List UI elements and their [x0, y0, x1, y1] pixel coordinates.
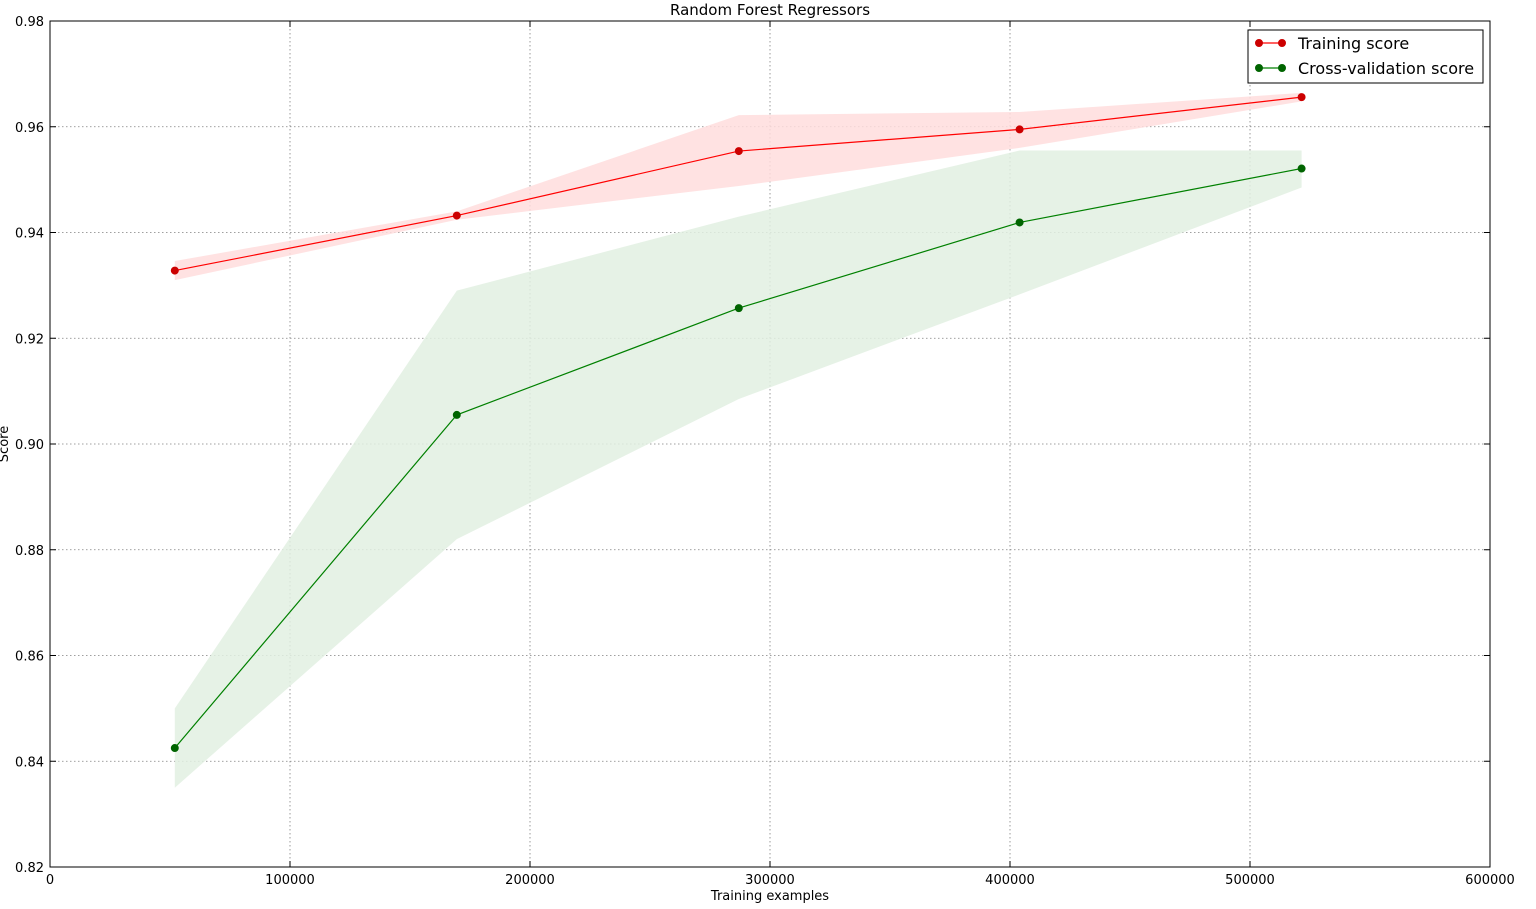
data-point-series-1: [1297, 164, 1306, 173]
series-markers: [170, 93, 1306, 753]
y-tick-label: 0.90: [15, 438, 44, 453]
legend: Training score Cross-validation score: [1247, 29, 1484, 84]
y-tick-label: 0.86: [15, 650, 44, 665]
legend-marker-training-left: [1255, 39, 1263, 47]
confidence-band-series-1: [174, 150, 1302, 788]
x-tick-label: 600000: [1465, 873, 1515, 888]
data-point-series-0: [734, 147, 743, 156]
data-point-series-0: [170, 266, 179, 275]
x-axis-title: Training examples: [710, 889, 829, 904]
data-point-series-1: [170, 744, 179, 753]
y-tick-label: 0.84: [15, 755, 44, 770]
data-point-series-0: [1297, 93, 1306, 102]
data-point-series-0: [1015, 125, 1024, 134]
chart-title: Random Forest Regressors: [670, 1, 870, 19]
legend-marker-cv-right: [1278, 64, 1286, 72]
y-axis-title: Score: [0, 426, 12, 462]
legend-marker-cv-left: [1255, 64, 1263, 72]
axis-ticks: 0 100000 200000 300000 400000 500000 600000 0.8…: [15, 15, 1515, 888]
x-tick-label: 500000: [1225, 873, 1275, 888]
confidence-band-series-0: [174, 92, 1302, 281]
y-tick-label: 0.96: [15, 121, 44, 136]
x-tick-label: 0: [46, 873, 54, 888]
legend-label-cv: Cross-validation score: [1298, 59, 1474, 78]
confidence-bands: [174, 92, 1302, 788]
x-tick-label: 300000: [745, 873, 795, 888]
y-tick-label: 0.88: [15, 544, 44, 559]
y-tick-label: 0.82: [15, 861, 44, 876]
legend-marker-training-right: [1278, 39, 1286, 47]
y-tick-label: 0.98: [15, 15, 44, 30]
x-tick-label: 100000: [265, 873, 315, 888]
data-point-series-1: [734, 304, 743, 313]
data-point-series-1: [1015, 218, 1024, 227]
legend-box: [1247, 29, 1484, 84]
y-tick-label: 0.94: [15, 227, 44, 242]
data-point-series-1: [452, 410, 461, 419]
legend-label-training: Training score: [1297, 34, 1409, 53]
data-point-series-0: [452, 211, 461, 220]
x-tick-label: 400000: [985, 873, 1035, 888]
y-tick-label: 0.92: [15, 332, 44, 347]
x-tick-label: 200000: [505, 873, 555, 888]
